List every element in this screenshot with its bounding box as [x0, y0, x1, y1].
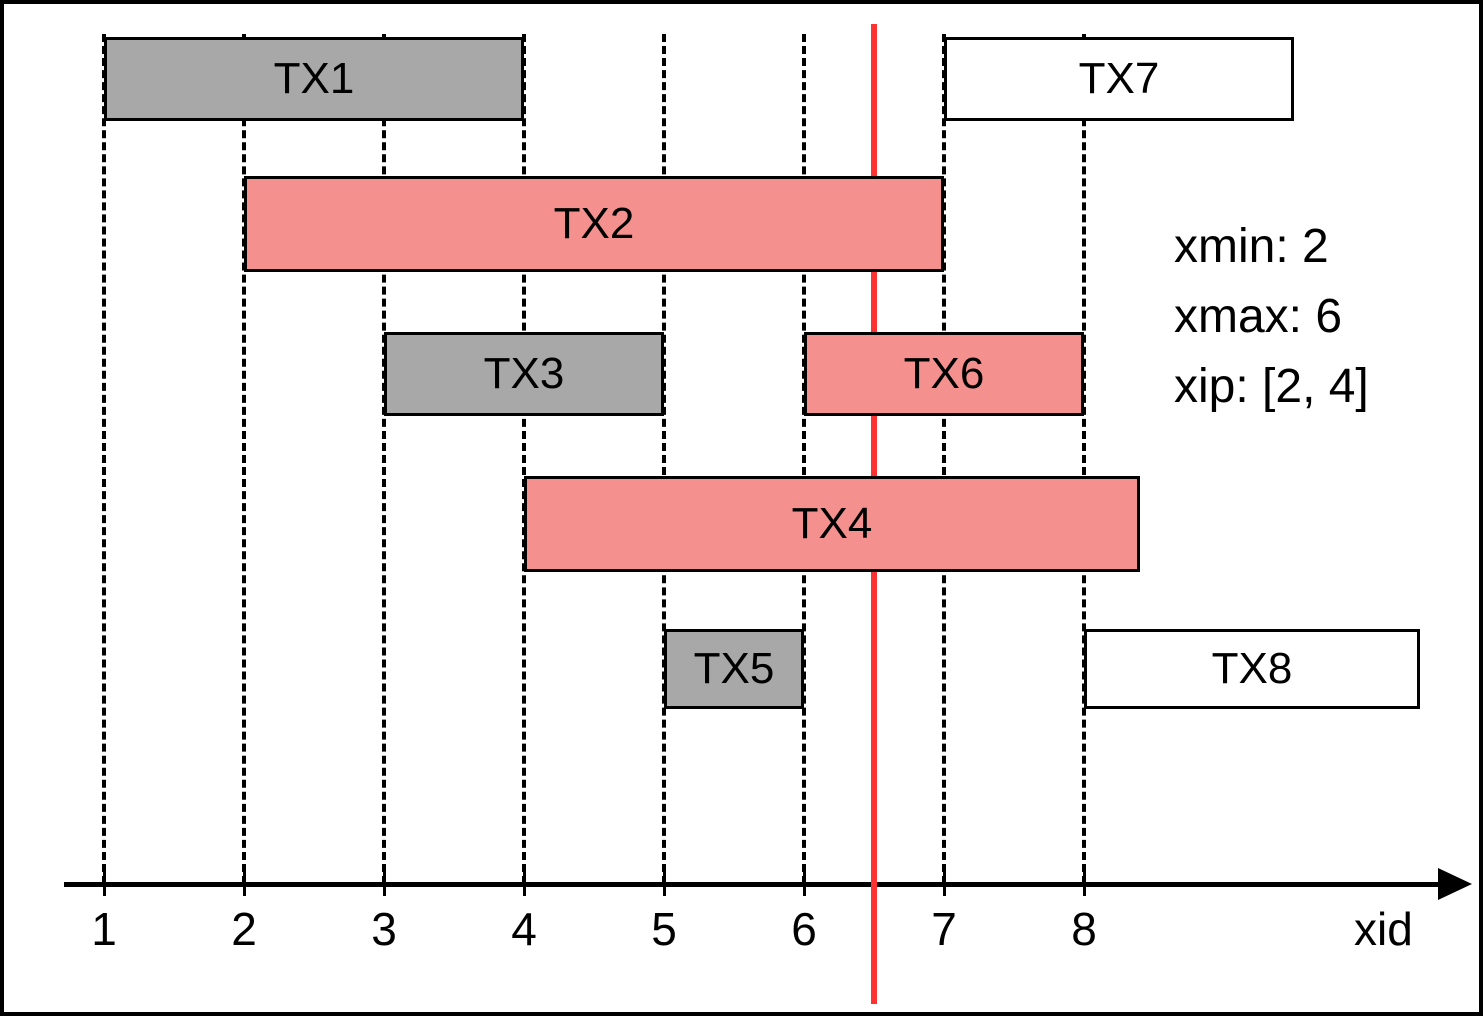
tx-bar: TX5: [664, 629, 804, 709]
tx-bar-label: TX8: [1212, 644, 1293, 694]
tick-mark: [1083, 872, 1086, 896]
tick-mark: [243, 872, 246, 896]
tx-bar: TX3: [384, 332, 664, 416]
tx-bar-label: TX2: [554, 199, 635, 249]
tx-bar-label: TX6: [904, 349, 985, 399]
guide-line: [382, 34, 386, 884]
diagram-frame: xid 1 2 3 4 5 6 7 8 TX1 TX7 TX2 TX3 TX6 TX4 TX5 TX8 xmin:…: [0, 0, 1483, 1016]
guide-line: [522, 34, 526, 884]
tick-mark: [383, 872, 386, 896]
tx-bar-label: TX4: [792, 499, 873, 549]
info-line: xip: [2, 4]: [1174, 359, 1369, 414]
plot-area: xid 1 2 3 4 5 6 7 8 TX1 TX7 TX2 TX3 TX6 TX4 TX5 TX8 xmin:…: [4, 4, 1479, 1012]
tick-label: 7: [931, 902, 957, 956]
tick-mark: [523, 872, 526, 896]
tick-label: 5: [651, 902, 677, 956]
guide-line: [1082, 34, 1086, 884]
tx-bar: TX2: [244, 176, 944, 272]
tx-bar-label: TX3: [484, 349, 565, 399]
tick-mark: [943, 872, 946, 896]
guide-line: [102, 34, 106, 884]
tick-label: 8: [1071, 902, 1097, 956]
info-line: xmax: 6: [1174, 289, 1342, 344]
tick-label: 1: [91, 902, 117, 956]
tx-bar: TX4: [524, 476, 1140, 572]
tick-mark: [803, 872, 806, 896]
info-line: xmin: 2: [1174, 219, 1329, 274]
tick-label: 4: [511, 902, 537, 956]
x-axis-label: xid: [1354, 902, 1413, 956]
guide-line: [942, 34, 946, 884]
tick-mark: [663, 872, 666, 896]
tx-bar: TX8: [1084, 629, 1420, 709]
tx-bar: TX1: [104, 37, 524, 121]
tx-bar-label: TX7: [1079, 54, 1160, 104]
tick-label: 3: [371, 902, 397, 956]
tick-label: 6: [791, 902, 817, 956]
tx-bar: TX7: [944, 37, 1294, 121]
tick-label: 2: [231, 902, 257, 956]
tx-bar-label: TX5: [694, 644, 775, 694]
guide-line: [802, 34, 806, 884]
guide-line: [662, 34, 666, 884]
tx-bar: TX6: [804, 332, 1084, 416]
x-axis-arrow: [1438, 868, 1472, 900]
tx-bar-label: TX1: [274, 54, 355, 104]
guide-line: [242, 34, 246, 884]
x-axis: [64, 882, 1444, 887]
tick-mark: [103, 872, 106, 896]
